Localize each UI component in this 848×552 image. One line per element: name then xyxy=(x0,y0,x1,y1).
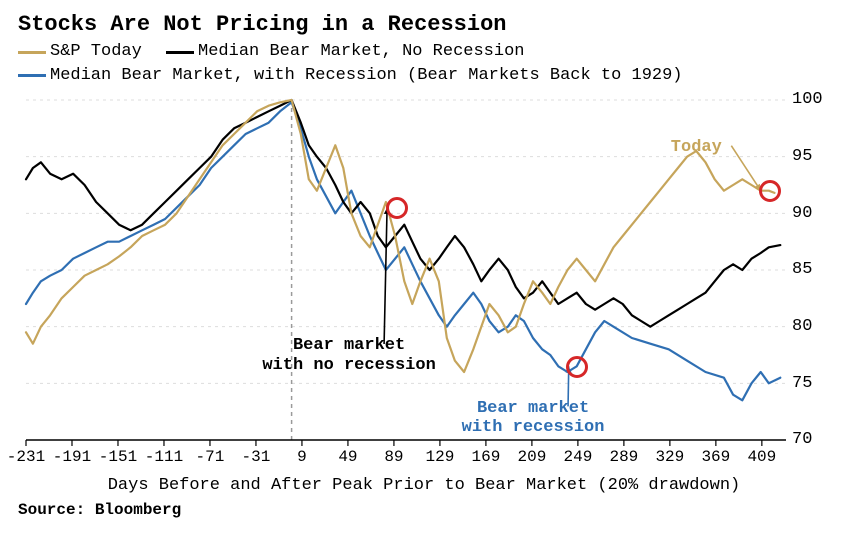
x-tick-label: -71 xyxy=(196,448,225,466)
source-label: Source: Bloomberg xyxy=(18,501,830,519)
y-tick-label: 85 xyxy=(792,260,812,279)
legend-label-norec: Median Bear Market, No Recession xyxy=(198,42,524,61)
legend-label-sp: S&P Today xyxy=(50,42,142,61)
legend-swatch-sp xyxy=(18,51,46,54)
y-tick-label: 95 xyxy=(792,147,812,166)
legend-label-rec: Median Bear Market, with Recession (Bear… xyxy=(50,66,683,85)
x-tick-label: -151 xyxy=(99,448,137,466)
x-tick-label: -111 xyxy=(145,448,183,466)
x-tick-label: 369 xyxy=(701,448,730,466)
x-tick-label: 249 xyxy=(563,448,592,466)
legend-swatch-rec xyxy=(18,74,46,77)
x-tick-label: 289 xyxy=(609,448,638,466)
x-tick-label: 129 xyxy=(426,448,455,466)
x-tick-label: -231 xyxy=(7,448,45,466)
x-tick-label: -31 xyxy=(242,448,271,466)
y-tick-label: 75 xyxy=(792,374,812,393)
x-tick-label: 89 xyxy=(384,448,403,466)
x-tick-label: 209 xyxy=(517,448,546,466)
x-axis-label: Days Before and After Peak Prior to Bear… xyxy=(18,476,830,495)
x-tick-label: 49 xyxy=(338,448,357,466)
legend: S&P Today Median Bear Market, No Recessi… xyxy=(18,41,830,88)
plot-area: 707580859095100 -231-191-151-111-71-3194… xyxy=(18,94,830,474)
y-tick-label: 90 xyxy=(792,204,812,223)
chart-title: Stocks Are Not Pricing in a Recession xyxy=(18,12,830,37)
y-tick-label: 70 xyxy=(792,430,812,449)
y-tick-label: 80 xyxy=(792,317,812,336)
legend-row-1: S&P Today Median Bear Market, No Recessi… xyxy=(18,41,830,65)
chart-container: Stocks Are Not Pricing in a Recession S&… xyxy=(0,0,848,552)
x-tick-label: 409 xyxy=(747,448,776,466)
plot-svg xyxy=(18,94,830,474)
legend-swatch-norec xyxy=(166,51,194,54)
x-tick-label: 9 xyxy=(297,448,307,466)
x-tick-label: -191 xyxy=(53,448,91,466)
y-tick-label: 100 xyxy=(792,90,823,109)
legend-row-2: Median Bear Market, with Recession (Bear… xyxy=(18,65,830,89)
x-tick-label: 169 xyxy=(472,448,501,466)
x-tick-label: 329 xyxy=(655,448,684,466)
